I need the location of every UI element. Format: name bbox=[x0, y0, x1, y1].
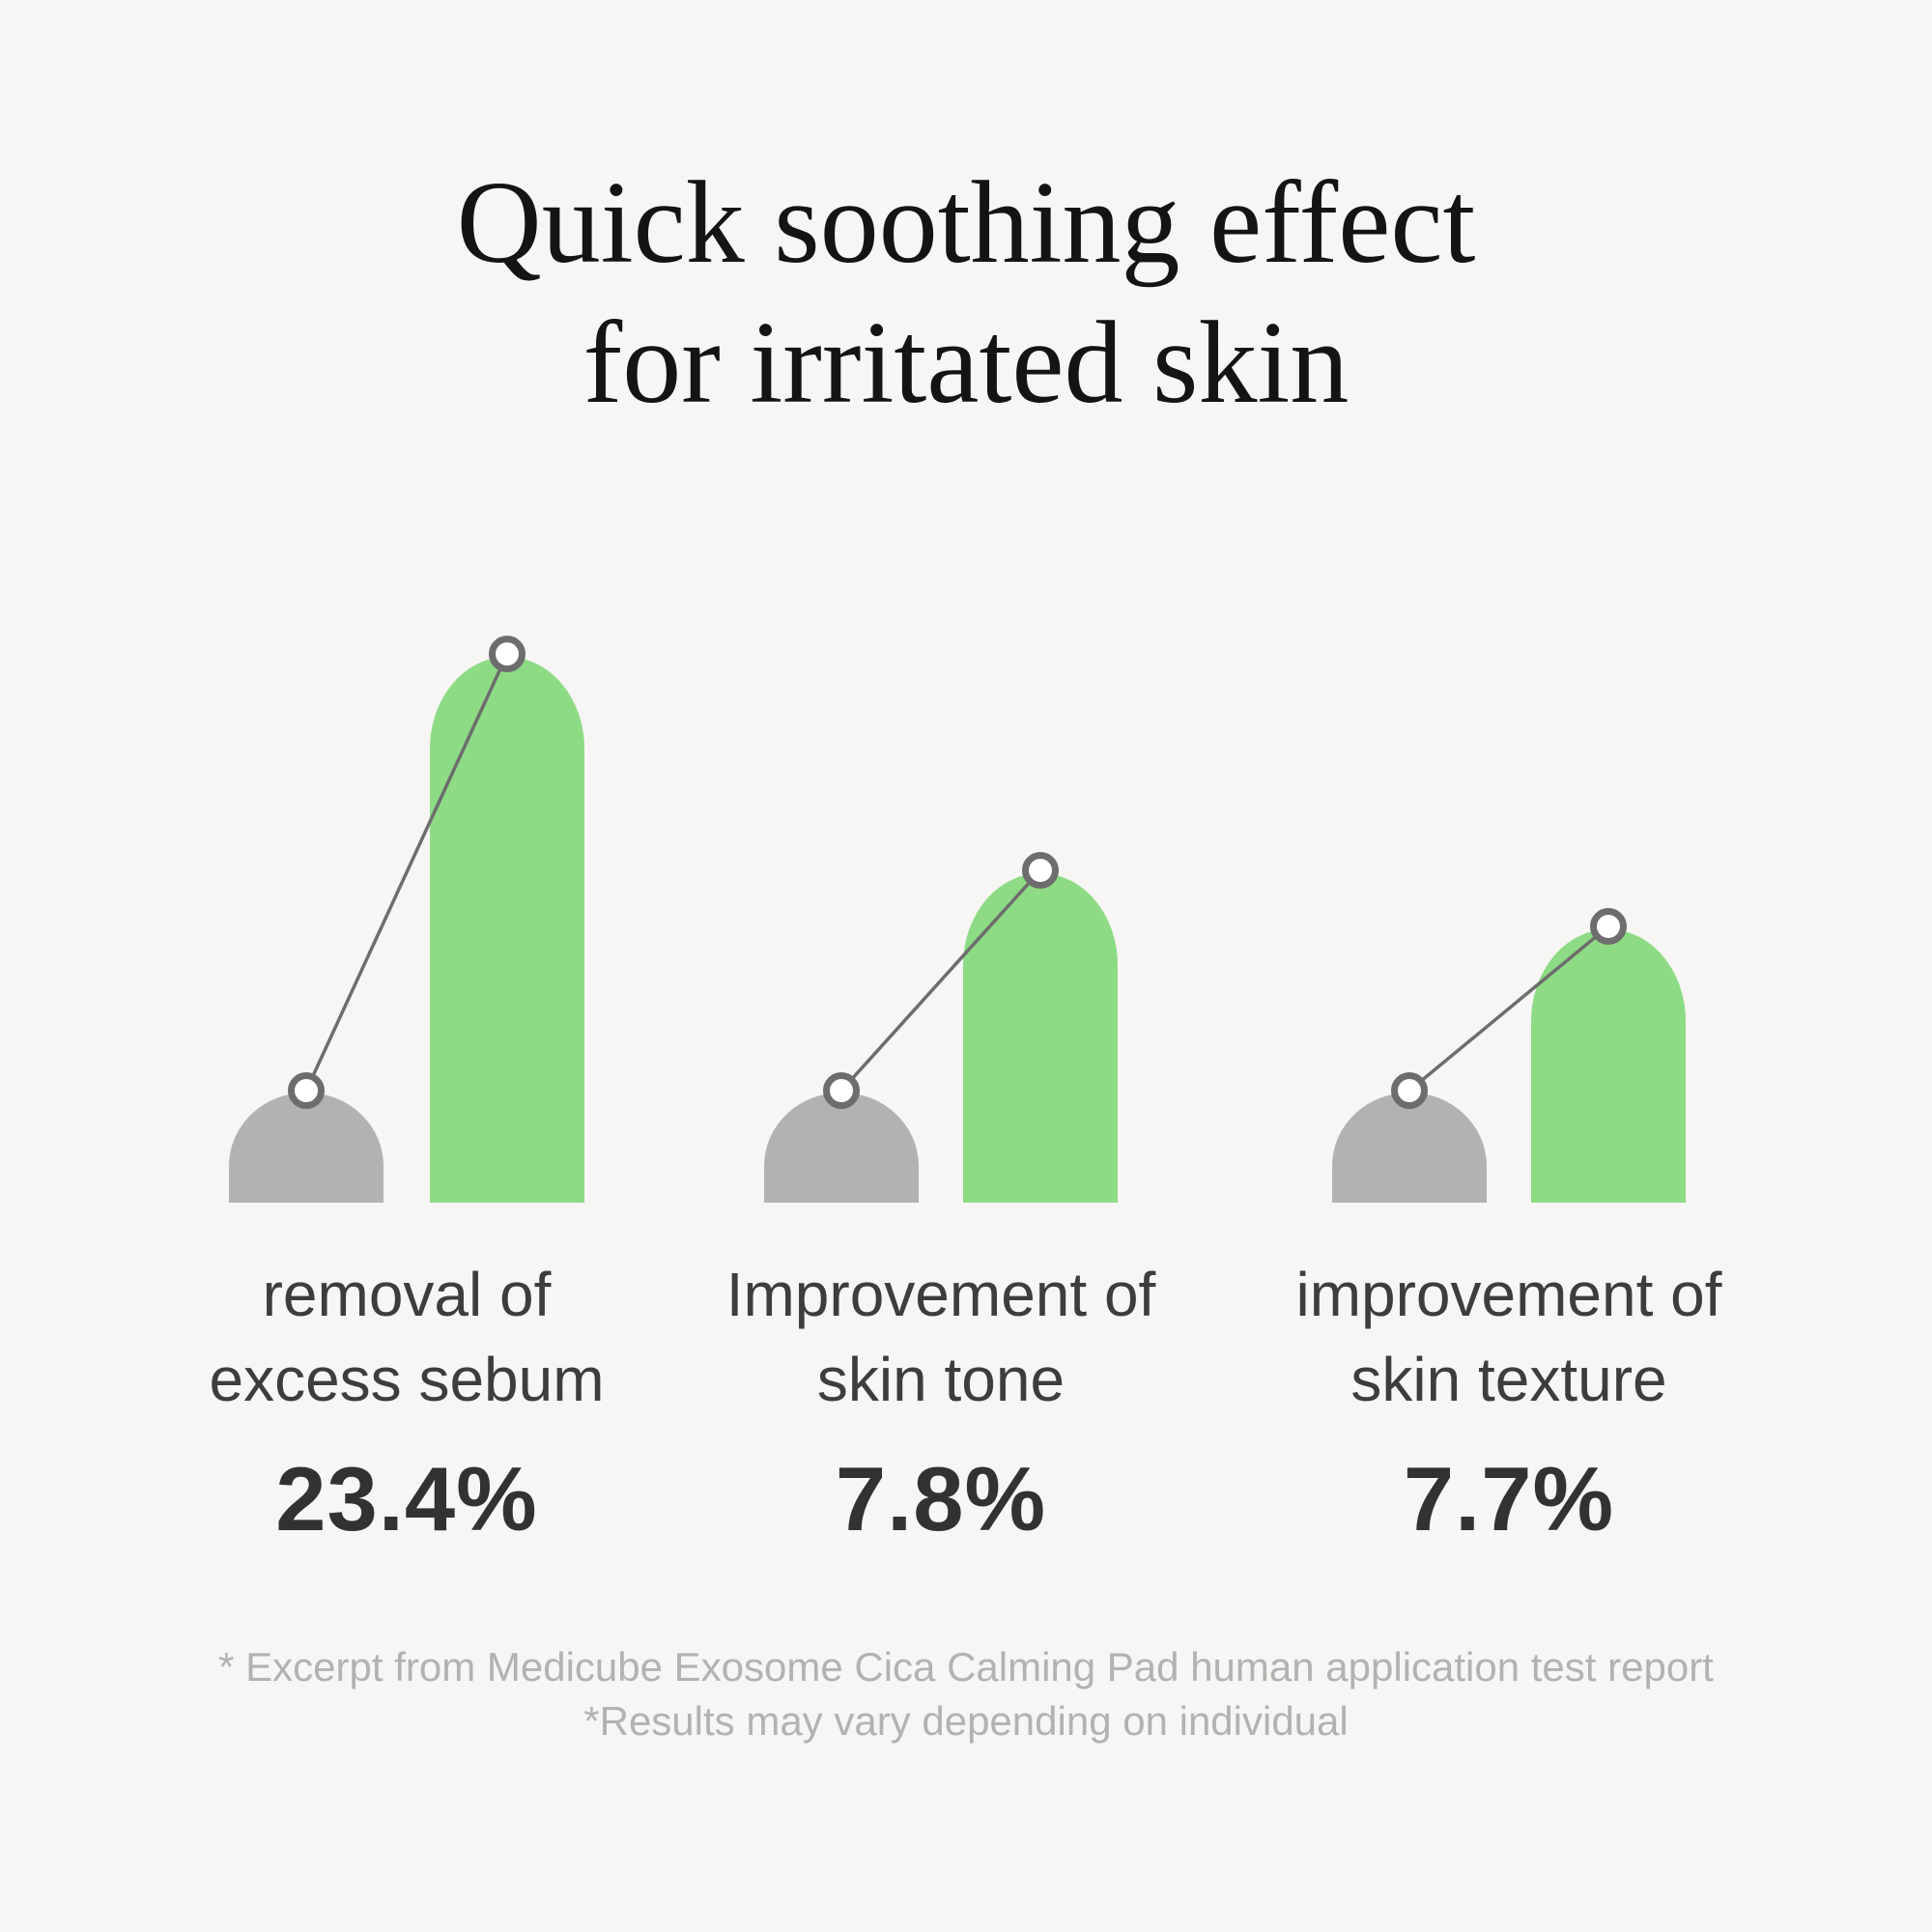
label-line2: skin texture bbox=[1350, 1345, 1667, 1415]
label-line1: Improvement of bbox=[725, 1260, 1156, 1329]
value-label: 23.4% bbox=[275, 1447, 538, 1549]
bar-after-sebum bbox=[430, 657, 584, 1203]
bar-after-texture bbox=[1531, 929, 1686, 1203]
value-label: 7.8% bbox=[835, 1447, 1047, 1549]
bar-before-tone bbox=[764, 1093, 919, 1203]
bar-after-tone bbox=[963, 873, 1118, 1203]
page-title-line2: for irritated skin bbox=[582, 298, 1350, 429]
page-title: Quick soothing effect for irritated skin bbox=[0, 153, 1932, 433]
footnote-line1: * Excerpt from Medicube Exosome Cica Cal… bbox=[218, 1644, 1714, 1690]
value-label: 7.7% bbox=[1403, 1447, 1615, 1549]
page-title-line1: Quick soothing effect bbox=[456, 157, 1476, 288]
label-group-tone: Improvement of skin tone 7.8% bbox=[632, 1252, 1250, 1561]
label-group-sebum: removal of excess sebum 23.4% bbox=[98, 1252, 716, 1561]
label-group-texture: improvement of skin texture 7.7% bbox=[1200, 1252, 1818, 1561]
footnote-line2: *Results may vary depending on individua… bbox=[583, 1697, 1349, 1744]
bar-before-texture bbox=[1332, 1093, 1487, 1203]
bar-before-sebum bbox=[229, 1093, 384, 1203]
label-line1: improvement of bbox=[1295, 1260, 1722, 1329]
label-line2: skin tone bbox=[816, 1345, 1065, 1415]
footnote: * Excerpt from Medicube Exosome Cica Cal… bbox=[0, 1640, 1932, 1748]
label-line1: removal of bbox=[262, 1260, 552, 1329]
label-line2: excess sebum bbox=[209, 1345, 605, 1415]
